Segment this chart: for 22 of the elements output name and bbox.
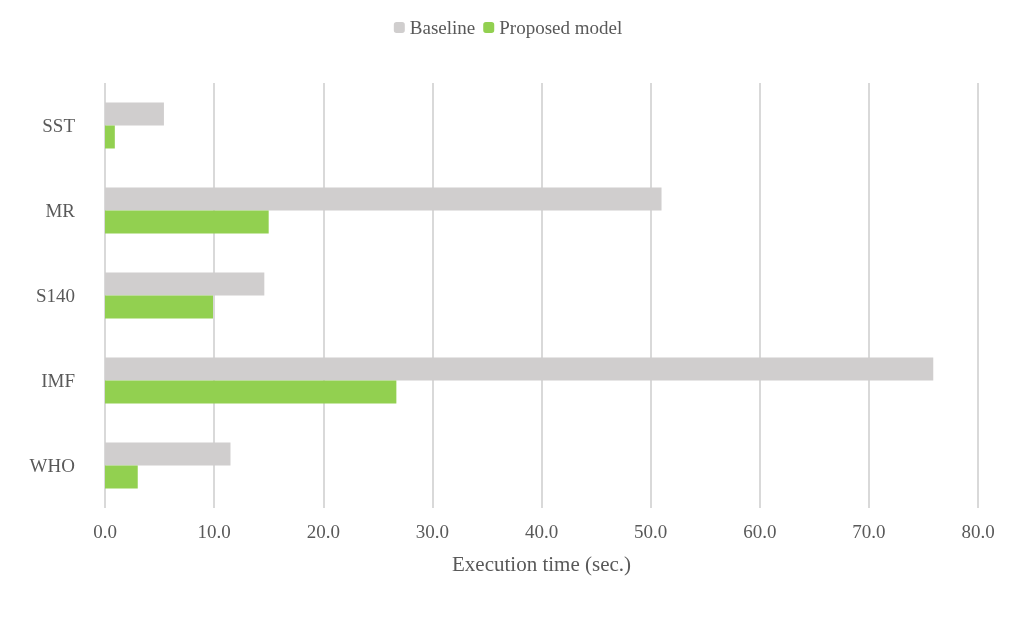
x-tick-label: 70.0	[852, 521, 886, 542]
bar	[105, 210, 269, 234]
x-tick-label: 40.0	[524, 521, 559, 542]
x-tick-label: 20.0	[306, 521, 340, 542]
bar	[105, 295, 214, 319]
legend-label: Baseline	[409, 17, 476, 38]
y-tick-label: S140	[35, 285, 75, 306]
x-tick-label: 10.0	[197, 521, 231, 542]
x-tick-label: 0.0	[93, 521, 117, 542]
x-tick-label: 80.0	[961, 521, 995, 542]
y-tick-label: SST	[42, 115, 76, 136]
x-tick-label: 60.0	[743, 521, 777, 542]
x-tick-label: 50.0	[634, 521, 668, 542]
legend-label: Proposed model	[499, 17, 623, 38]
bar	[105, 125, 115, 149]
y-tick-label: IMF	[41, 370, 75, 391]
y-tick-label: WHO	[29, 455, 75, 476]
x-tick-label: 30.0	[415, 521, 449, 542]
y-tick-label: MR	[45, 200, 76, 221]
bar	[105, 380, 397, 404]
bar	[105, 465, 138, 489]
x-axis-title: Execution time (sec.)	[451, 551, 632, 576]
